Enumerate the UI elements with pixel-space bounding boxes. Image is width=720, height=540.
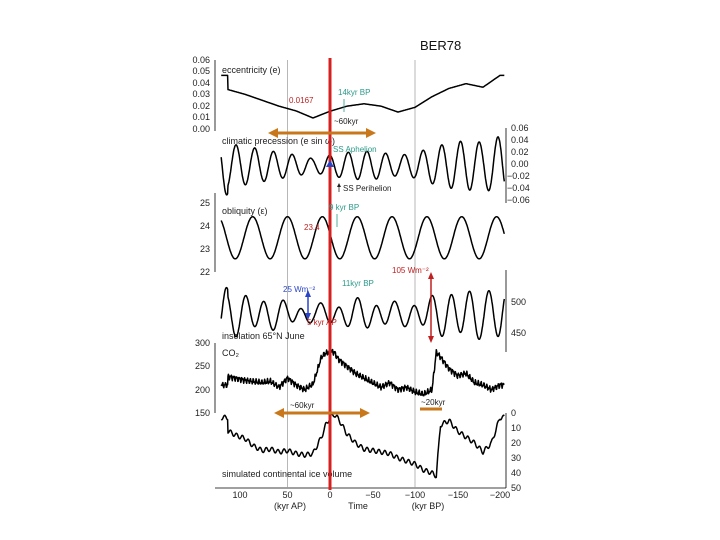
co2-span-arrow (274, 408, 370, 418)
x-tick: −200 (490, 490, 510, 500)
panel-labels: eccentricity (e) climatic precession (e … (222, 65, 352, 479)
grid-lines (287, 60, 416, 488)
insolation-curve (220, 286, 506, 341)
insolation-tick: 450 (511, 328, 526, 338)
x-label-left: (kyr AP) (274, 501, 306, 511)
eccentricity-curve (220, 74, 505, 119)
ecc-tick: 0.00 (192, 124, 210, 134)
ecc-tick: 0.01 (192, 112, 210, 122)
insolation-range-red (428, 272, 434, 343)
obliquity-tick: 22 (200, 267, 210, 277)
bottom-axis: 100 50 0 −50 −100 −150 −200 (kyr AP) Tim… (232, 490, 510, 511)
x-label-right: (kyr BP) (412, 501, 445, 511)
insolation-cursor-label: 11kyr BP (342, 279, 374, 288)
ice-volume-curve (220, 413, 505, 479)
data-curves (220, 74, 506, 479)
ecc-span-label: ~60kyr (334, 117, 359, 126)
x-label-center: Time (348, 501, 368, 511)
insolation-future-label: 5 kyr AP (307, 318, 337, 327)
insolation-label: insolation 65°N June (222, 331, 305, 341)
precession-curve (220, 136, 506, 196)
left-ticks: 0.06 0.05 0.04 0.03 0.02 0.01 0.00 25 24… (192, 55, 210, 418)
ice-tick: 40 (511, 468, 521, 478)
perihelion-label: SS Perihelion (343, 184, 391, 193)
x-tick: −100 (405, 490, 425, 500)
right-ticks: 0.06 0.04 0.02 0.00 −0.02 −0.04 −0.06 50… (507, 123, 530, 493)
co2-tick: 250 (195, 361, 210, 371)
ice-tick: 30 (511, 453, 521, 463)
ice-span-label: ~20kyr (421, 398, 446, 407)
annotations: 0.0167 14kyr BP ~60kyr SS Aphelion SS Pe… (268, 88, 446, 418)
obliquity-cursor-label: 9 kyr BP (329, 203, 359, 212)
ecc-tick: 0.05 (192, 66, 210, 76)
precession-tick: 0.02 (511, 147, 529, 157)
co2-tick: 300 (195, 338, 210, 348)
precession-tick: −0.02 (507, 171, 530, 181)
precession-tick: 0.00 (511, 159, 529, 169)
axis-frames (214, 60, 507, 489)
precession-tick: −0.06 (507, 195, 530, 205)
co2-curve (220, 347, 505, 397)
aphelion-label: SS Aphelion (333, 145, 377, 154)
eccentricity-value: 0.0167 (289, 96, 314, 105)
co2-tick: 150 (195, 408, 210, 418)
ecc-span-arrow (268, 128, 376, 138)
x-tick: −150 (448, 490, 468, 500)
x-tick: 0 (327, 490, 332, 500)
ice-tick: 50 (511, 483, 521, 493)
co2-tick: 200 (195, 385, 210, 395)
ecc-tick: 0.04 (192, 78, 210, 88)
x-tick: 100 (232, 490, 247, 500)
chart-title: BER78 (420, 38, 461, 53)
obliquity-value: 23.4 (304, 223, 320, 232)
ice-tick: 20 (511, 438, 521, 448)
x-tick: −50 (365, 490, 380, 500)
obliquity-label: obliquity (ε) (222, 206, 268, 216)
insolation-change-left: 25 Wm⁻² (283, 285, 316, 294)
ecc-cursor-label: 14kyr BP (338, 88, 370, 97)
precession-tick: 0.04 (511, 135, 529, 145)
ecc-tick: 0.03 (192, 89, 210, 99)
ecc-tick: 0.06 (192, 55, 210, 65)
insolation-range-blue (305, 290, 311, 320)
obliquity-tick: 23 (200, 244, 210, 254)
obliquity-curve (220, 215, 506, 260)
obliquity-tick: 24 (200, 221, 210, 231)
x-tick: 50 (282, 490, 292, 500)
precession-tick: 0.06 (511, 123, 529, 133)
eccentricity-label: eccentricity (e) (222, 65, 281, 75)
insolation-tick: 500 (511, 297, 526, 307)
obliquity-tick: 25 (200, 198, 210, 208)
ice-volume-label: simulated continental ice volume (222, 469, 352, 479)
co2-label: CO₂ (222, 348, 240, 358)
ice-tick: 0 (511, 408, 516, 418)
aphelion-marker (326, 160, 334, 167)
co2-span-label: ~60kyr (290, 401, 315, 410)
ice-tick: 10 (511, 423, 521, 433)
precession-label: climatic precession (e sin ω) (222, 136, 335, 146)
insolation-change-right: 105 Wm⁻² (392, 266, 429, 275)
ecc-tick: 0.02 (192, 101, 210, 111)
precession-tick: −0.04 (507, 183, 530, 193)
